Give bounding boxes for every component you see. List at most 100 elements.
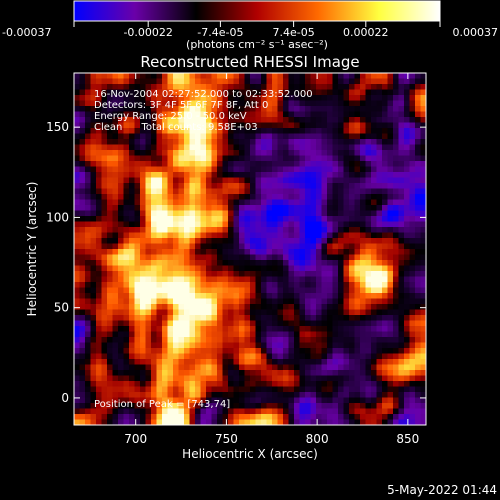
heatmap-cell bbox=[338, 243, 345, 250]
heatmap-cell bbox=[129, 254, 136, 261]
heatmap-cell bbox=[349, 122, 356, 129]
heatmap-cell bbox=[206, 337, 213, 344]
heatmap-cell bbox=[239, 342, 246, 349]
heatmap-cell bbox=[299, 227, 306, 234]
heatmap-cell bbox=[79, 249, 86, 256]
heatmap-cell bbox=[162, 128, 169, 135]
heatmap-cell bbox=[151, 265, 158, 272]
heatmap-cell bbox=[294, 172, 301, 179]
heatmap-cell bbox=[338, 95, 345, 102]
heatmap-cell bbox=[145, 232, 152, 239]
heatmap-cell bbox=[393, 359, 400, 366]
heatmap-cell bbox=[316, 84, 323, 91]
heatmap-cell bbox=[382, 100, 389, 107]
heatmap-cell bbox=[305, 73, 312, 80]
heatmap-cell bbox=[156, 78, 163, 85]
heatmap-cell bbox=[316, 194, 323, 201]
heatmap-cell bbox=[376, 260, 383, 267]
heatmap-cell bbox=[288, 353, 295, 360]
heatmap-cell bbox=[327, 359, 334, 366]
heatmap-cell bbox=[228, 419, 235, 425]
heatmap-cell bbox=[371, 276, 378, 283]
heatmap-cell bbox=[327, 337, 334, 344]
heatmap-cell bbox=[123, 199, 130, 206]
heatmap-cell bbox=[420, 205, 426, 212]
heatmap-cell bbox=[305, 331, 312, 338]
heatmap-cell bbox=[398, 73, 405, 80]
heatmap-cell bbox=[118, 359, 125, 366]
heatmap-cell bbox=[283, 111, 290, 118]
heatmap-cell bbox=[96, 117, 103, 124]
colorbar-tick-label: 0.00037 bbox=[453, 26, 499, 39]
heatmap-cell bbox=[90, 403, 97, 410]
heatmap-cell bbox=[90, 128, 97, 135]
heatmap-cell bbox=[299, 370, 306, 377]
heatmap-cell bbox=[178, 73, 185, 80]
heatmap-cell bbox=[134, 183, 141, 190]
heatmap-cell bbox=[123, 111, 130, 118]
heatmap-cell bbox=[409, 342, 416, 349]
heatmap-cell bbox=[79, 216, 86, 223]
heatmap-cell bbox=[184, 271, 191, 278]
heatmap-cell bbox=[173, 326, 180, 333]
heatmap-cell bbox=[85, 172, 92, 179]
heatmap-cell bbox=[178, 364, 185, 371]
heatmap-cell bbox=[365, 403, 372, 410]
heatmap-cell bbox=[349, 73, 356, 80]
heatmap-cell bbox=[338, 111, 345, 118]
heatmap-cell bbox=[398, 381, 405, 388]
heatmap-cell bbox=[151, 260, 158, 267]
heatmap-cell bbox=[393, 194, 400, 201]
heatmap-cell bbox=[156, 381, 163, 388]
heatmap-cell bbox=[222, 144, 229, 151]
heatmap-cell bbox=[349, 205, 356, 212]
heatmap-cell bbox=[349, 188, 356, 195]
heatmap-cell bbox=[288, 254, 295, 261]
heatmap-cell bbox=[305, 238, 312, 245]
heatmap-cell bbox=[272, 348, 279, 355]
heatmap-cell bbox=[288, 408, 295, 415]
heatmap-cell bbox=[272, 238, 279, 245]
heatmap-cell bbox=[404, 408, 411, 415]
heatmap-cell bbox=[349, 375, 356, 382]
heatmap-cell bbox=[266, 133, 273, 140]
heatmap-cell bbox=[305, 326, 312, 333]
heatmap-cell bbox=[316, 95, 323, 102]
heatmap-cell bbox=[360, 73, 367, 80]
heatmap-cell bbox=[211, 139, 218, 146]
heatmap-cell bbox=[288, 397, 295, 404]
heatmap-cell bbox=[316, 386, 323, 393]
heatmap-cell bbox=[244, 326, 251, 333]
heatmap-cell bbox=[250, 177, 257, 184]
heatmap-cell bbox=[316, 183, 323, 190]
heatmap-cell bbox=[151, 359, 158, 366]
heatmap-cell bbox=[261, 128, 268, 135]
heatmap-cell bbox=[74, 128, 81, 135]
heatmap-cell bbox=[266, 375, 273, 382]
heatmap-cell bbox=[189, 144, 196, 151]
heatmap-cell bbox=[233, 161, 240, 168]
heatmap-cell bbox=[123, 100, 130, 107]
heatmap-cell bbox=[129, 150, 136, 157]
heatmap-cell bbox=[118, 128, 125, 135]
heatmap-cell bbox=[409, 84, 416, 91]
heatmap-cell bbox=[134, 315, 141, 322]
heatmap-cell bbox=[74, 370, 81, 377]
heatmap-cell bbox=[167, 243, 174, 250]
heatmap-cell bbox=[343, 381, 350, 388]
heatmap-cell bbox=[266, 210, 273, 217]
heatmap-cell bbox=[200, 106, 207, 113]
heatmap-cell bbox=[283, 320, 290, 327]
heatmap-cell bbox=[162, 403, 169, 410]
heatmap-cell bbox=[387, 364, 394, 371]
heatmap-cell bbox=[310, 359, 317, 366]
heatmap-cell bbox=[261, 375, 268, 382]
heatmap-cell bbox=[134, 150, 141, 157]
heatmap-cell bbox=[112, 199, 119, 206]
heatmap-cell bbox=[112, 216, 119, 223]
heatmap-cell bbox=[294, 144, 301, 151]
heatmap-cell bbox=[393, 403, 400, 410]
heatmap-cell bbox=[360, 155, 367, 162]
heatmap-cell bbox=[228, 320, 235, 327]
heatmap-cell bbox=[305, 243, 312, 250]
